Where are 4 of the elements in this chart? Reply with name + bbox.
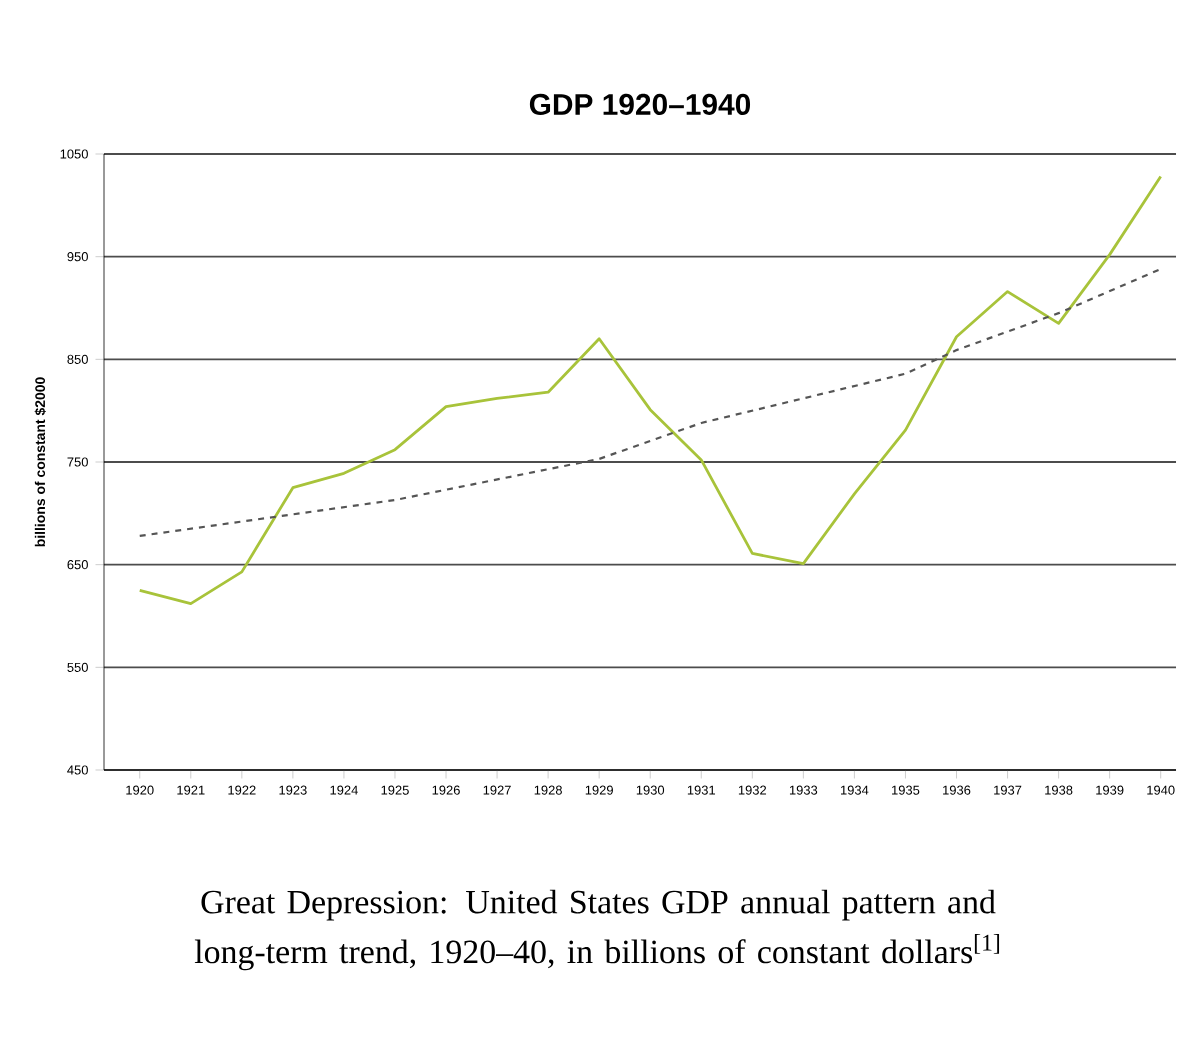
line-series — [138, 267, 1162, 538]
line-series — [138, 175, 1163, 606]
chart-title: GDP 1920–1940 — [529, 93, 751, 115]
text: Great Depression: United States GDP annual pattern and long-term trend, 1920–40, in billions of constant dollars$^{[1]}$ — [194, 889, 1000, 971]
